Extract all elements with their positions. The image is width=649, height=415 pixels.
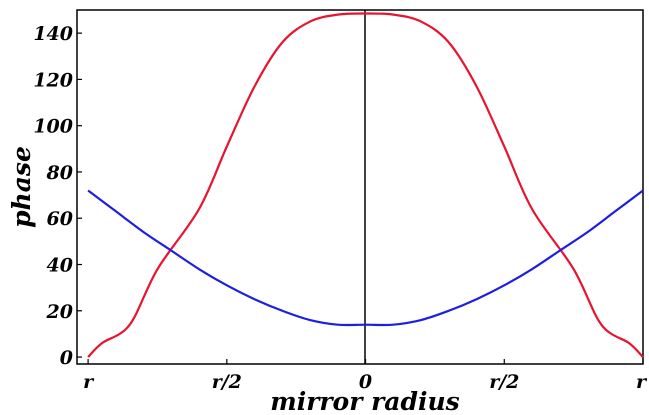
x-tick-label: r [636,371,648,393]
x-tick-label: 0 [359,371,372,393]
y-axis-label: phase [7,146,36,228]
blue-series-line [87,189,644,327]
x-tick-label: r/2 [212,371,242,393]
y-tick-label: 100 [33,116,73,138]
y-tick-label: 120 [33,69,73,91]
y-tick-label: 20 [46,301,73,323]
x-axis-ticks: r r/2 0 r/2 r [83,359,648,393]
red-series-line [87,12,644,358]
y-axis-ticks: 0 20 40 60 80 100 120 140 [33,23,82,369]
x-tick-label: r [83,371,95,393]
series-layer [87,12,644,358]
y-tick-label: 80 [46,162,73,184]
y-tick-label: 0 [60,347,73,369]
y-tick-label: 60 [47,208,73,230]
y-tick-label: 140 [33,23,73,45]
y-tick-label: 40 [47,255,73,277]
x-axis-label: mirror radius [270,387,459,415]
plot-frame [76,9,644,365]
x-tick-label: r/2 [489,371,519,393]
